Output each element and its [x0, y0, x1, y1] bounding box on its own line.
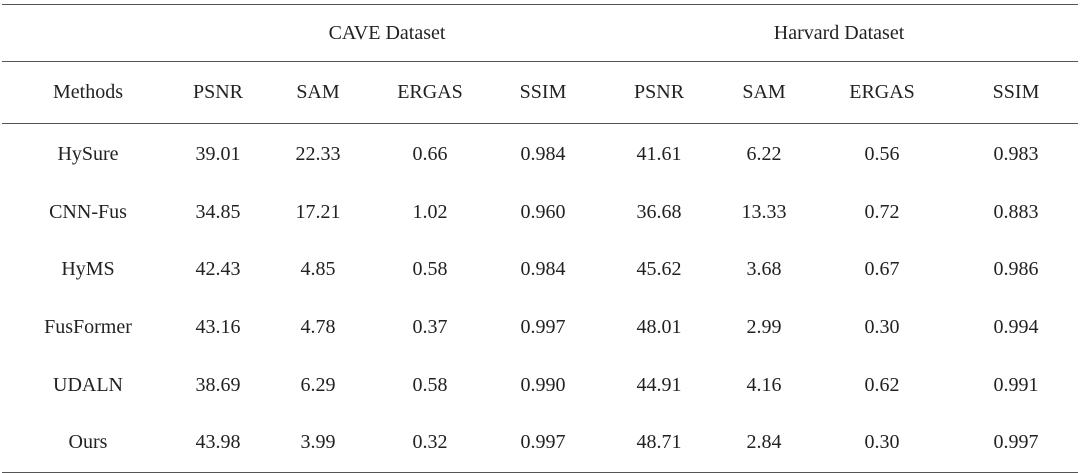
table-cell: 2.99 [746, 316, 782, 339]
table-row: Ours 43.98 3.99 0.32 0.997 48.71 2.84 0.… [2, 413, 1079, 473]
table-cell: 0.67 [864, 258, 900, 281]
table-cell: 48.01 [636, 316, 682, 339]
harvard-dataset-header: Harvard Dataset [600, 4, 1079, 62]
table-body: HySure 39.01 22.33 0.66 0.984 41.61 6.22… [2, 124, 1079, 473]
table-cell: 0.62 [864, 373, 900, 396]
table-cell: 0.30 [810, 413, 955, 473]
table-cell: 0.986 [993, 258, 1039, 281]
table-row: CNN-Fus 34.85 17.21 1.02 0.960 36.68 13.… [2, 184, 1078, 242]
table-cell: 0.990 [520, 373, 566, 396]
table-row: FusFormer 43.16 4.78 0.37 0.997 48.01 2.… [2, 299, 1078, 357]
method-cell: Ours [2, 413, 174, 473]
table-cell: 6.29 [300, 373, 336, 396]
table-cell: 0.994 [993, 316, 1039, 339]
table-row: HySure 39.01 22.33 0.66 0.984 41.61 6.22… [2, 124, 1078, 184]
table-cell: 41.61 [636, 143, 682, 166]
table-cell: 3.99 [262, 413, 374, 473]
table-row: HyMS 42.43 4.85 0.58 0.984 45.62 3.68 0.… [2, 241, 1078, 299]
table-cell: 38.69 [195, 373, 241, 396]
column-header: PSNR [174, 61, 262, 124]
column-header: SSIM [486, 61, 601, 124]
column-header: ERGAS [810, 61, 955, 124]
group-header-row: CAVE Dataset Harvard Dataset [2, 4, 1079, 62]
table-cell: 43.16 [195, 316, 241, 339]
table-cell: 0.960 [520, 200, 566, 223]
column-header: Methods [2, 61, 174, 124]
method-cell: HySure [57, 143, 119, 166]
column-header: SAM [262, 61, 374, 124]
table-cell: 34.85 [195, 200, 241, 223]
table-cell: 39.01 [195, 143, 241, 166]
method-cell: UDALN [53, 373, 123, 396]
table-cell: 44.91 [636, 373, 682, 396]
table-cell: 0.72 [864, 200, 900, 223]
table-cell: 48.71 [600, 413, 719, 473]
table-cell: 3.68 [746, 258, 782, 281]
table-cell: 4.78 [300, 316, 336, 339]
table-cell: 0.883 [993, 200, 1039, 223]
table-cell: 36.68 [636, 200, 682, 223]
table-cell: 0.56 [864, 143, 900, 166]
table-cell: 4.85 [300, 258, 336, 281]
table-cell: 0.58 [412, 373, 448, 396]
table-cell: 45.62 [636, 258, 682, 281]
table-cell: 0.37 [412, 316, 448, 339]
table-row: UDALN 38.69 6.29 0.58 0.990 44.91 4.16 0… [2, 356, 1078, 414]
table-cell: 0.997 [520, 316, 566, 339]
column-header: PSNR [600, 61, 719, 124]
table-cell: 0.983 [993, 143, 1039, 166]
table-cell: 22.33 [295, 143, 341, 166]
table-cell: 0.991 [993, 373, 1039, 396]
column-header: SAM [718, 61, 811, 124]
table-cell: 4.16 [746, 373, 782, 396]
column-header: ERGAS [374, 61, 486, 124]
column-header: SSIM [954, 61, 1079, 124]
table-cell: 1.02 [412, 200, 448, 223]
table-cell: 0.66 [412, 143, 448, 166]
column-header-row: Methods PSNR SAM ERGAS SSIM PSNR SAM ERG… [2, 61, 1079, 124]
empty-corner-cell [2, 4, 174, 62]
results-table: CAVE Dataset Harvard Dataset Methods PSN… [2, 4, 1079, 473]
table-cell: 42.43 [195, 258, 241, 281]
table-cell: 0.984 [520, 258, 566, 281]
method-cell: HyMS [61, 258, 115, 281]
table-cell: 43.98 [174, 413, 262, 473]
table-cell: 0.58 [412, 258, 448, 281]
table-cell: 13.33 [741, 200, 787, 223]
table-cell: 17.21 [295, 200, 341, 223]
table-cell: 0.32 [374, 413, 486, 473]
table-cell: 0.30 [864, 316, 900, 339]
cave-dataset-header: CAVE Dataset [174, 4, 601, 62]
table-cell: 6.22 [746, 143, 782, 166]
table-cell: 2.84 [718, 413, 811, 473]
method-cell: FusFormer [44, 316, 132, 339]
table-cell: 0.984 [520, 143, 566, 166]
table-cell: 0.997 [486, 413, 601, 473]
table-cell: 0.997 [954, 413, 1079, 473]
method-cell: CNN-Fus [49, 200, 127, 223]
